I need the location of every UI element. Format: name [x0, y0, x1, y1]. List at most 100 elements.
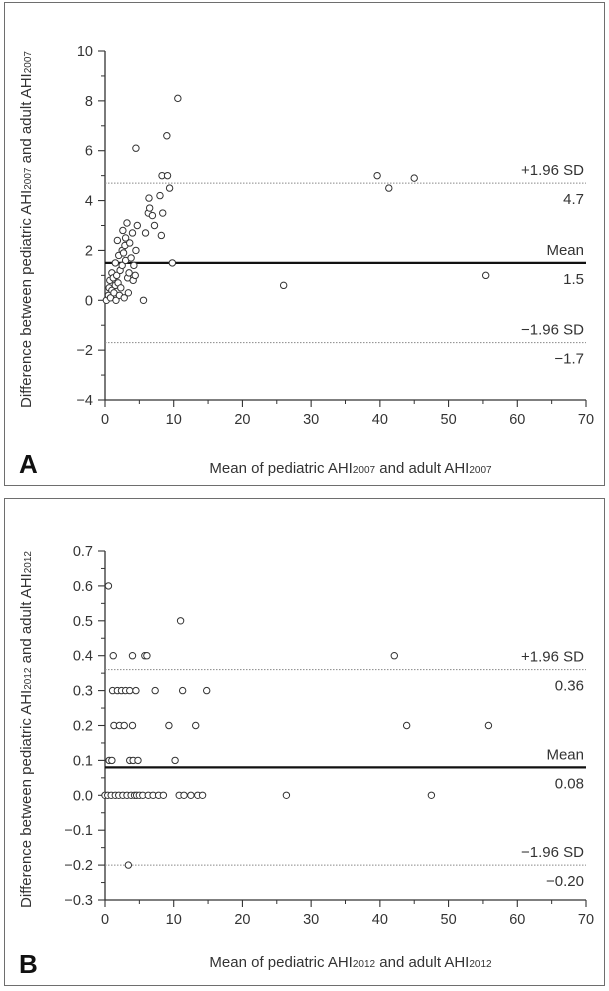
ref-line-value: 4.7 [563, 191, 584, 208]
data-point [141, 229, 150, 237]
bland-altman-plot-2007: A −4 −2 0 2 4 6 8 10 0 10 20 30 40 50 60 70 +1.96 SD 4.7 M… [18, 44, 594, 479]
ref-line-value: −0.20 [546, 873, 584, 890]
x-tick-label: 60 [509, 912, 525, 928]
x-tick-label: 50 [441, 412, 457, 428]
ref-line-value: 1.5 [563, 271, 584, 288]
data-point [119, 226, 127, 235]
panel-a: A −4 −2 0 2 4 6 8 10 0 10 20 30 40 50 60 70 +1.96 SD 4.7 M… [4, 2, 605, 486]
data-point [151, 686, 159, 695]
y-tick-label: −0.1 [64, 823, 93, 839]
data-point [139, 296, 148, 304]
data-point [159, 791, 168, 799]
data-point [126, 686, 134, 695]
data-point [111, 259, 120, 267]
y-tick-label: 0.7 [73, 544, 93, 560]
data-point [148, 211, 157, 220]
ref-line-name: +1.96 SD [521, 162, 584, 179]
data-point [163, 132, 171, 140]
y-tick-label: 6 [85, 144, 93, 160]
y-tick-label: 10 [77, 44, 93, 60]
data-point [132, 144, 140, 152]
y-tick-label: −0.3 [64, 893, 93, 909]
x-tick-label: 70 [578, 412, 594, 428]
y-tick-label: 0.1 [73, 753, 93, 769]
data-point [120, 721, 128, 730]
data-point [410, 174, 418, 182]
y-tick-label: −4 [76, 393, 93, 409]
y-tick-label: 0.0 [73, 788, 93, 804]
ref-line-name: −1.96 SD [521, 844, 584, 861]
data-point [113, 236, 122, 245]
data-point [124, 289, 133, 297]
data-point [132, 246, 140, 255]
data-point [118, 261, 126, 270]
y-tick-label: 0.3 [73, 684, 93, 700]
data-point [156, 191, 164, 200]
y-tick-label: −0.2 [64, 858, 93, 874]
data-point [157, 231, 166, 240]
data-point [168, 259, 177, 267]
x-tick-label: 50 [441, 912, 457, 928]
data-point [385, 184, 393, 192]
data-point [128, 652, 137, 660]
y-tick-label: 0.2 [73, 719, 93, 735]
data-point [174, 94, 182, 103]
data-point [104, 582, 113, 590]
data-point [143, 652, 151, 660]
panel-letter-b: B [19, 949, 38, 979]
data-point [402, 721, 411, 730]
data-point [131, 271, 139, 280]
ref-line-value: 0.08 [555, 775, 584, 792]
data-point [373, 171, 381, 180]
data-point [127, 254, 135, 262]
x-tick-label: 20 [234, 412, 250, 428]
x-tick-label: 20 [234, 912, 250, 928]
y-tick-label: 4 [85, 194, 93, 210]
data-point [123, 219, 131, 227]
x-tick-label: 70 [578, 912, 594, 928]
data-point [165, 184, 174, 192]
ref-line-value: 0.36 [555, 678, 584, 695]
data-point [390, 652, 398, 660]
data-point [178, 686, 187, 695]
panel-b: B −0.3 −0.2 −0.1 0.0 0.1 0.2 0.3 0.4 0.5 0.6 0.7 0 1… [4, 498, 605, 986]
data-point [112, 296, 120, 304]
x-tick-label: 10 [166, 912, 182, 928]
data-point [128, 229, 137, 237]
panel-letter-a: A [19, 449, 38, 479]
y-tick-label: 0 [85, 293, 93, 309]
data-point [120, 294, 128, 302]
data-point [145, 194, 153, 202]
data-point [202, 686, 211, 695]
data-point [125, 269, 133, 277]
y-tick-label: 0.6 [73, 579, 93, 595]
x-tick-label: 30 [303, 912, 319, 928]
data-point [163, 171, 172, 180]
x-tick-label: 0 [101, 412, 109, 428]
y-tick-label: −2 [76, 343, 93, 359]
data-point [132, 686, 140, 695]
x-axis-label: Mean of pediatric AHI2012 and adult AHI2… [209, 954, 492, 971]
data-point [145, 204, 154, 212]
data-point [180, 791, 188, 799]
data-point [192, 721, 200, 730]
data-point [481, 271, 490, 280]
ref-line-name: Mean [546, 242, 584, 259]
data-point [134, 756, 142, 765]
data-point [128, 721, 137, 730]
x-axis-label: Mean of pediatric AHI2007 and adult AHI2… [209, 460, 492, 477]
data-point [130, 261, 138, 270]
ref-line-value: −1.7 [554, 351, 584, 368]
data-point [133, 221, 141, 230]
data-point [117, 284, 125, 292]
data-point [165, 721, 173, 730]
x-tick-label: 10 [166, 412, 182, 428]
bland-altman-plot-2012: B −0.3 −0.2 −0.1 0.0 0.1 0.2 0.3 0.4 0.5 0.6 0.7 0 1… [18, 544, 594, 979]
ref-line-name: −1.96 SD [521, 322, 584, 339]
x-tick-label: 0 [101, 912, 109, 928]
data-point [112, 271, 121, 280]
data-point [150, 221, 159, 230]
x-tick-label: 60 [509, 412, 525, 428]
y-tick-label: 0.4 [73, 649, 93, 665]
data-point [279, 281, 288, 290]
